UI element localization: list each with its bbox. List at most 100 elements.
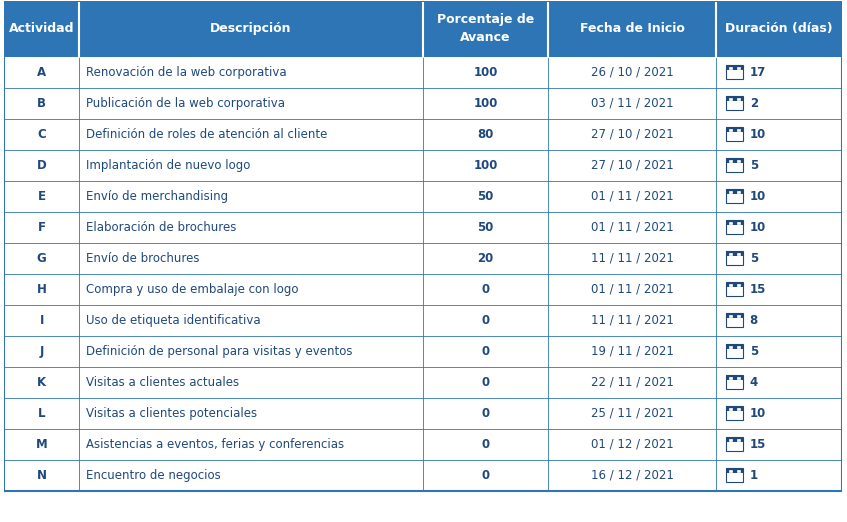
Bar — [4, 305, 842, 336]
Bar — [729, 98, 732, 100]
Text: Actividad: Actividad — [8, 22, 75, 35]
Text: Duración (días): Duración (días) — [725, 22, 833, 35]
Text: Implantación de nuevo logo: Implantación de nuevo logo — [86, 159, 251, 172]
Bar — [4, 243, 842, 274]
Bar — [729, 408, 732, 410]
Text: 5: 5 — [750, 252, 758, 265]
Text: B: B — [37, 97, 46, 110]
Bar — [737, 408, 739, 410]
FancyBboxPatch shape — [726, 375, 743, 389]
Text: 10: 10 — [750, 128, 766, 141]
Text: 100: 100 — [473, 97, 498, 110]
Text: 20: 20 — [478, 252, 494, 265]
FancyBboxPatch shape — [726, 406, 743, 420]
Text: 16 / 12 / 2021: 16 / 12 / 2021 — [591, 469, 673, 482]
Text: Definición de roles de atención al cliente: Definición de roles de atención al clien… — [86, 128, 328, 141]
Text: 8: 8 — [750, 314, 758, 327]
Text: 01 / 11 / 2021: 01 / 11 / 2021 — [591, 221, 673, 234]
Bar — [737, 315, 739, 317]
Bar — [737, 67, 739, 69]
Text: 0: 0 — [482, 345, 490, 358]
Bar — [729, 160, 732, 162]
Text: 50: 50 — [478, 221, 494, 234]
Text: A: A — [37, 66, 47, 79]
Text: 0: 0 — [482, 283, 490, 296]
Text: Envío de brochures: Envío de brochures — [86, 252, 200, 265]
Text: 11 / 11 / 2021: 11 / 11 / 2021 — [591, 252, 673, 265]
Text: E: E — [37, 190, 46, 203]
Text: 0: 0 — [482, 437, 490, 450]
Bar — [726, 220, 743, 225]
Bar — [726, 437, 743, 442]
Text: Definición de personal para visitas y eventos: Definición de personal para visitas y ev… — [86, 345, 352, 358]
Text: 0: 0 — [482, 376, 490, 389]
Bar — [729, 438, 732, 441]
Bar — [737, 191, 739, 193]
Text: F: F — [37, 221, 46, 234]
Bar — [726, 97, 743, 101]
Bar — [4, 119, 842, 150]
Text: Visitas a clientes actuales: Visitas a clientes actuales — [86, 376, 239, 389]
Bar — [737, 438, 739, 441]
Bar — [729, 129, 732, 132]
Bar — [4, 88, 842, 119]
Bar — [4, 366, 842, 398]
Text: N: N — [36, 469, 47, 482]
Bar — [4, 57, 842, 88]
Bar — [4, 274, 842, 305]
Text: Elaboración de brochures: Elaboración de brochures — [86, 221, 236, 234]
Bar — [726, 344, 743, 349]
FancyBboxPatch shape — [726, 158, 743, 172]
Bar — [737, 98, 739, 100]
Bar — [729, 253, 732, 255]
Bar — [4, 212, 842, 243]
Bar — [726, 406, 743, 411]
Text: 22 / 11 / 2021: 22 / 11 / 2021 — [591, 376, 673, 389]
Bar — [4, 150, 842, 181]
FancyBboxPatch shape — [726, 344, 743, 358]
Text: 5: 5 — [750, 345, 758, 358]
Bar — [737, 469, 739, 472]
Bar — [737, 346, 739, 348]
Text: Fecha de Inicio: Fecha de Inicio — [580, 22, 684, 35]
FancyBboxPatch shape — [726, 220, 743, 234]
Text: 10: 10 — [750, 190, 766, 203]
Text: 80: 80 — [478, 128, 494, 141]
Bar — [726, 282, 743, 287]
Text: Renovación de la web corporativa: Renovación de la web corporativa — [86, 66, 286, 79]
Bar — [4, 429, 842, 459]
Bar — [4, 459, 842, 491]
FancyBboxPatch shape — [726, 65, 743, 79]
Bar — [4, 398, 842, 429]
Bar — [729, 376, 732, 379]
Text: 50: 50 — [478, 190, 494, 203]
Bar — [726, 251, 743, 256]
Text: H: H — [36, 283, 47, 296]
Bar — [726, 189, 743, 194]
Text: 10: 10 — [750, 407, 766, 420]
Text: M: M — [36, 437, 47, 450]
Bar — [737, 160, 739, 162]
Text: 2: 2 — [750, 97, 758, 110]
Bar — [726, 158, 743, 163]
Text: Visitas a clientes potenciales: Visitas a clientes potenciales — [86, 407, 257, 420]
Text: Encuentro de negocios: Encuentro de negocios — [86, 469, 221, 482]
Bar — [737, 283, 739, 286]
Text: J: J — [40, 345, 44, 358]
Text: 26 / 10 / 2021: 26 / 10 / 2021 — [591, 66, 673, 79]
Bar — [726, 65, 743, 70]
Text: 01 / 11 / 2021: 01 / 11 / 2021 — [591, 190, 673, 203]
FancyBboxPatch shape — [726, 437, 743, 451]
Text: Descripción: Descripción — [210, 22, 292, 35]
Bar — [729, 67, 732, 69]
Text: I: I — [40, 314, 44, 327]
FancyBboxPatch shape — [726, 468, 743, 482]
Text: 01 / 11 / 2021: 01 / 11 / 2021 — [591, 283, 673, 296]
Bar — [729, 283, 732, 286]
Text: Uso de etiqueta identificativa: Uso de etiqueta identificativa — [86, 314, 261, 327]
Text: Envío de merchandising: Envío de merchandising — [86, 190, 228, 203]
Bar — [726, 313, 743, 318]
Text: Porcentaje de
Avance: Porcentaje de Avance — [437, 13, 534, 44]
Text: 25 / 11 / 2021: 25 / 11 / 2021 — [591, 407, 673, 420]
Text: 11 / 11 / 2021: 11 / 11 / 2021 — [591, 314, 673, 327]
